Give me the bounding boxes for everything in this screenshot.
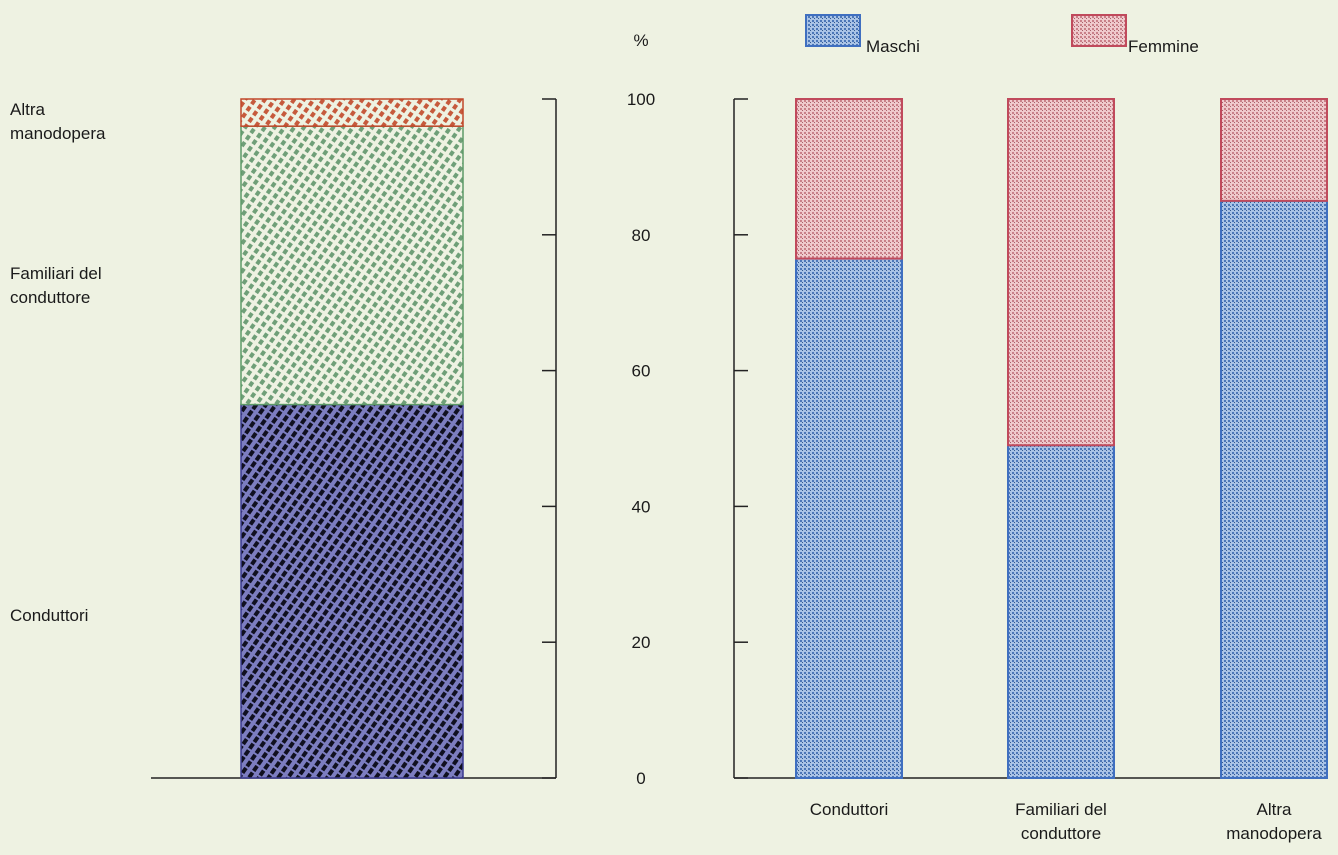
segment-label-familiari-del-conduttore: Familiari del conduttore bbox=[10, 264, 102, 307]
bar-familiari-del-conduttore-femmine bbox=[1007, 98, 1115, 447]
bar-segment-conduttori bbox=[240, 403, 464, 779]
bar-segment-familiari-del-conduttore bbox=[240, 125, 464, 406]
y-tick-label-20: 20 bbox=[632, 633, 651, 652]
y-tick-label-0: 0 bbox=[636, 769, 645, 788]
x-tick-label-line: Familiari del bbox=[1015, 800, 1107, 819]
segment-label-altra-manodopera: Altra manodopera bbox=[10, 100, 106, 143]
bar-familiari-del-conduttore-maschi bbox=[1007, 444, 1115, 779]
x-tick-label-conduttori: Conduttori bbox=[810, 800, 888, 819]
segment-label-line: Familiari del bbox=[10, 264, 102, 283]
segment-label-line: conduttore bbox=[10, 288, 90, 307]
y-axis-unit-label: % bbox=[633, 31, 648, 50]
y-tick-label-60: 60 bbox=[632, 362, 651, 381]
bar-altra-manodopera-maschi bbox=[1220, 199, 1328, 780]
legend-label-maschi: Maschi bbox=[866, 37, 920, 56]
x-tick-label-line: conduttore bbox=[1021, 824, 1101, 843]
bars-layer bbox=[240, 98, 1328, 780]
segment-label-conduttori: Conduttori bbox=[10, 606, 88, 625]
bar-segment-altra-manodopera bbox=[240, 98, 464, 127]
bar-altra-manodopera-femmine bbox=[1220, 98, 1328, 202]
x-tick-label-altra-manodopera: Altra manodopera bbox=[1226, 800, 1322, 843]
labels-layer: Conduttori Familiari del conduttore Altra ma… bbox=[10, 14, 1322, 843]
bar-conduttori-maschi bbox=[795, 257, 903, 779]
y-tick-label-80: 80 bbox=[632, 226, 651, 245]
y-tick-label-100: 100 bbox=[627, 90, 655, 109]
legend-swatch-maschi bbox=[805, 14, 861, 47]
bar-conduttori-femmine bbox=[795, 98, 903, 260]
x-tick-label-line: Altra bbox=[1257, 800, 1293, 819]
x-tick-label-familiari-del-conduttore: Familiari del conduttore bbox=[1015, 800, 1107, 843]
segment-label-line: Altra bbox=[10, 100, 46, 119]
y-tick-label-40: 40 bbox=[632, 497, 651, 516]
segment-label-line: manodopera bbox=[10, 124, 106, 143]
x-tick-label-line: manodopera bbox=[1226, 824, 1322, 843]
legend-swatch-femmine bbox=[1071, 14, 1127, 47]
legend-label-femmine: Femmine bbox=[1128, 37, 1199, 56]
